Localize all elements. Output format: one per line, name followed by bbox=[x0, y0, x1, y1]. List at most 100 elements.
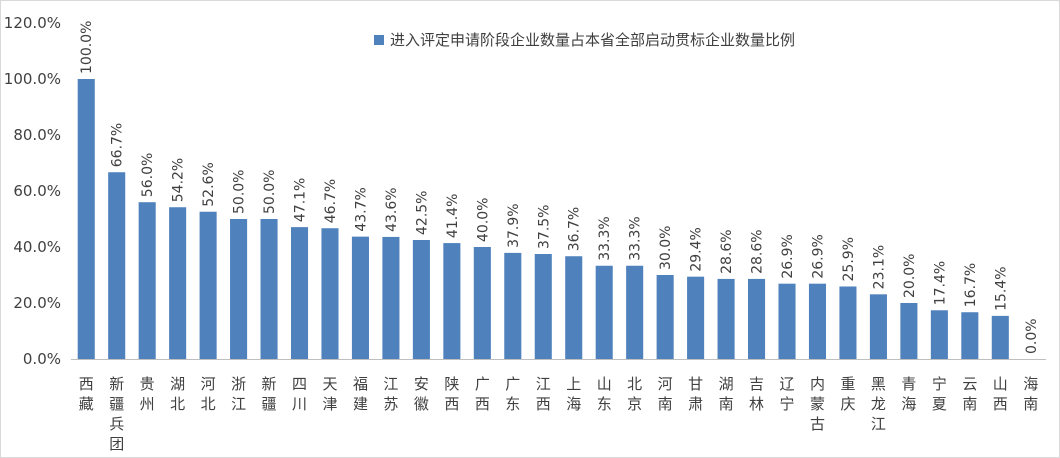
bar bbox=[991, 315, 1009, 359]
data-label: 40.0% bbox=[475, 198, 491, 242]
data-label: 52.6% bbox=[201, 162, 217, 206]
y-tick-label: 40.0% bbox=[13, 238, 61, 256]
bar bbox=[626, 265, 644, 359]
data-label: 26.9% bbox=[780, 234, 796, 278]
x-tick-label: 辽宁 bbox=[780, 375, 795, 413]
data-label: 26.9% bbox=[810, 234, 826, 278]
y-tick-label: 100.0% bbox=[4, 70, 61, 88]
x-tick-label: 河南 bbox=[658, 375, 673, 413]
data-label: 30.0% bbox=[658, 226, 674, 270]
x-tick-label: 山东 bbox=[597, 375, 612, 413]
x-tick-label: 四川 bbox=[292, 375, 307, 413]
data-label: 15.4% bbox=[993, 266, 1009, 310]
x-tick-label: 浙江 bbox=[231, 375, 246, 413]
data-label: 28.6% bbox=[750, 229, 766, 273]
y-tick-label: 120.0% bbox=[4, 14, 61, 32]
x-tick-label: 西藏 bbox=[79, 375, 94, 413]
legend-label: 进入评定申请阶段企业数量占本省全部启动贯标企业数量比例 bbox=[390, 31, 796, 49]
data-label: 37.9% bbox=[506, 203, 522, 247]
bar bbox=[169, 207, 187, 359]
data-label: 29.4% bbox=[689, 227, 705, 271]
data-label: 50.0% bbox=[262, 170, 278, 214]
data-label: 23.1% bbox=[871, 245, 887, 289]
bar bbox=[199, 211, 217, 359]
x-tick-label: 重庆 bbox=[840, 375, 855, 413]
data-label: 25.9% bbox=[841, 237, 857, 281]
x-tick-label: 天津 bbox=[322, 375, 337, 413]
bar bbox=[351, 236, 369, 359]
bar bbox=[138, 202, 156, 359]
legend-swatch bbox=[374, 34, 384, 45]
x-tick-label: 广东 bbox=[505, 375, 520, 413]
bar bbox=[900, 303, 918, 359]
x-tick-label: 云南 bbox=[962, 375, 977, 413]
data-label: 66.7% bbox=[110, 123, 126, 167]
x-tick-label: 宁夏 bbox=[932, 375, 947, 413]
bar bbox=[108, 172, 126, 359]
x-tick-label: 福建 bbox=[353, 375, 368, 413]
bar bbox=[77, 79, 95, 359]
x-tick-label: 江苏 bbox=[383, 375, 398, 413]
bar bbox=[260, 219, 278, 359]
data-label: 33.3% bbox=[628, 216, 644, 260]
data-label: 20.0% bbox=[902, 254, 918, 298]
x-tick-label: 安徽 bbox=[414, 375, 429, 413]
x-tick-label: 海南 bbox=[1023, 375, 1038, 413]
bar bbox=[778, 283, 796, 359]
x-tick-label: 北京 bbox=[627, 375, 642, 413]
data-label: 17.4% bbox=[932, 261, 948, 305]
x-tick-label: 广西 bbox=[475, 375, 490, 413]
bar bbox=[656, 275, 674, 359]
bar bbox=[504, 252, 522, 359]
bar bbox=[930, 310, 948, 359]
data-label: 41.4% bbox=[445, 194, 461, 238]
x-tick-label: 黑龙江 bbox=[871, 375, 886, 433]
x-tick-label: 吉林 bbox=[749, 375, 764, 413]
y-tick-label: 80.0% bbox=[13, 126, 61, 144]
y-tick-label: 0.0% bbox=[23, 350, 61, 368]
x-tick-label: 湖北 bbox=[170, 375, 185, 413]
data-label: 42.5% bbox=[414, 191, 430, 235]
y-axis-labels: 0.0% 20.0% 40.0% 60.0% 80.0% 100.0% 120.0% bbox=[4, 14, 61, 368]
bar bbox=[565, 256, 583, 359]
bar bbox=[412, 240, 430, 359]
x-tick-label: 河北 bbox=[201, 375, 216, 413]
bar-labels: 100.0% 66.7% 56.0% 54.2% 52.6% 50.0% 50.0% 47.1… bbox=[79, 21, 1040, 354]
data-label: 43.7% bbox=[353, 187, 369, 231]
data-label: 37.5% bbox=[536, 205, 552, 249]
x-tick-label: 新疆兵团 bbox=[109, 375, 124, 453]
bar bbox=[839, 286, 857, 359]
bar bbox=[717, 278, 735, 359]
x-tick-label: 贵州 bbox=[140, 375, 155, 413]
bar bbox=[869, 294, 887, 359]
x-tick-label: 陕西 bbox=[444, 375, 459, 413]
data-label: 0.0% bbox=[1024, 318, 1040, 354]
bar bbox=[290, 227, 309, 359]
x-tick-label: 甘肃 bbox=[688, 375, 703, 413]
x-tick-label: 青海 bbox=[901, 375, 916, 413]
bar bbox=[382, 236, 400, 359]
data-label: 100.0% bbox=[79, 21, 95, 74]
bar bbox=[961, 312, 979, 359]
bar bbox=[687, 276, 705, 359]
data-label: 54.2% bbox=[171, 158, 187, 202]
data-label: 16.7% bbox=[963, 263, 979, 307]
x-tick-label: 新疆 bbox=[262, 375, 277, 413]
x-tick-label: 江西 bbox=[536, 375, 551, 413]
bar bbox=[443, 243, 461, 359]
data-label: 43.6% bbox=[384, 187, 400, 231]
legend: 进入评定申请阶段企业数量占本省全部启动贯标企业数量比例 bbox=[374, 29, 795, 50]
data-label: 28.6% bbox=[719, 229, 735, 273]
y-tick-label: 60.0% bbox=[13, 182, 61, 200]
bar bbox=[230, 219, 248, 359]
data-label: 46.7% bbox=[323, 179, 339, 223]
bar bbox=[595, 265, 613, 359]
x-tick-label: 山西 bbox=[993, 375, 1008, 413]
bar bbox=[321, 228, 339, 359]
x-tick-label: 湖南 bbox=[719, 375, 734, 413]
bar bbox=[473, 247, 491, 359]
bar bbox=[808, 283, 827, 359]
